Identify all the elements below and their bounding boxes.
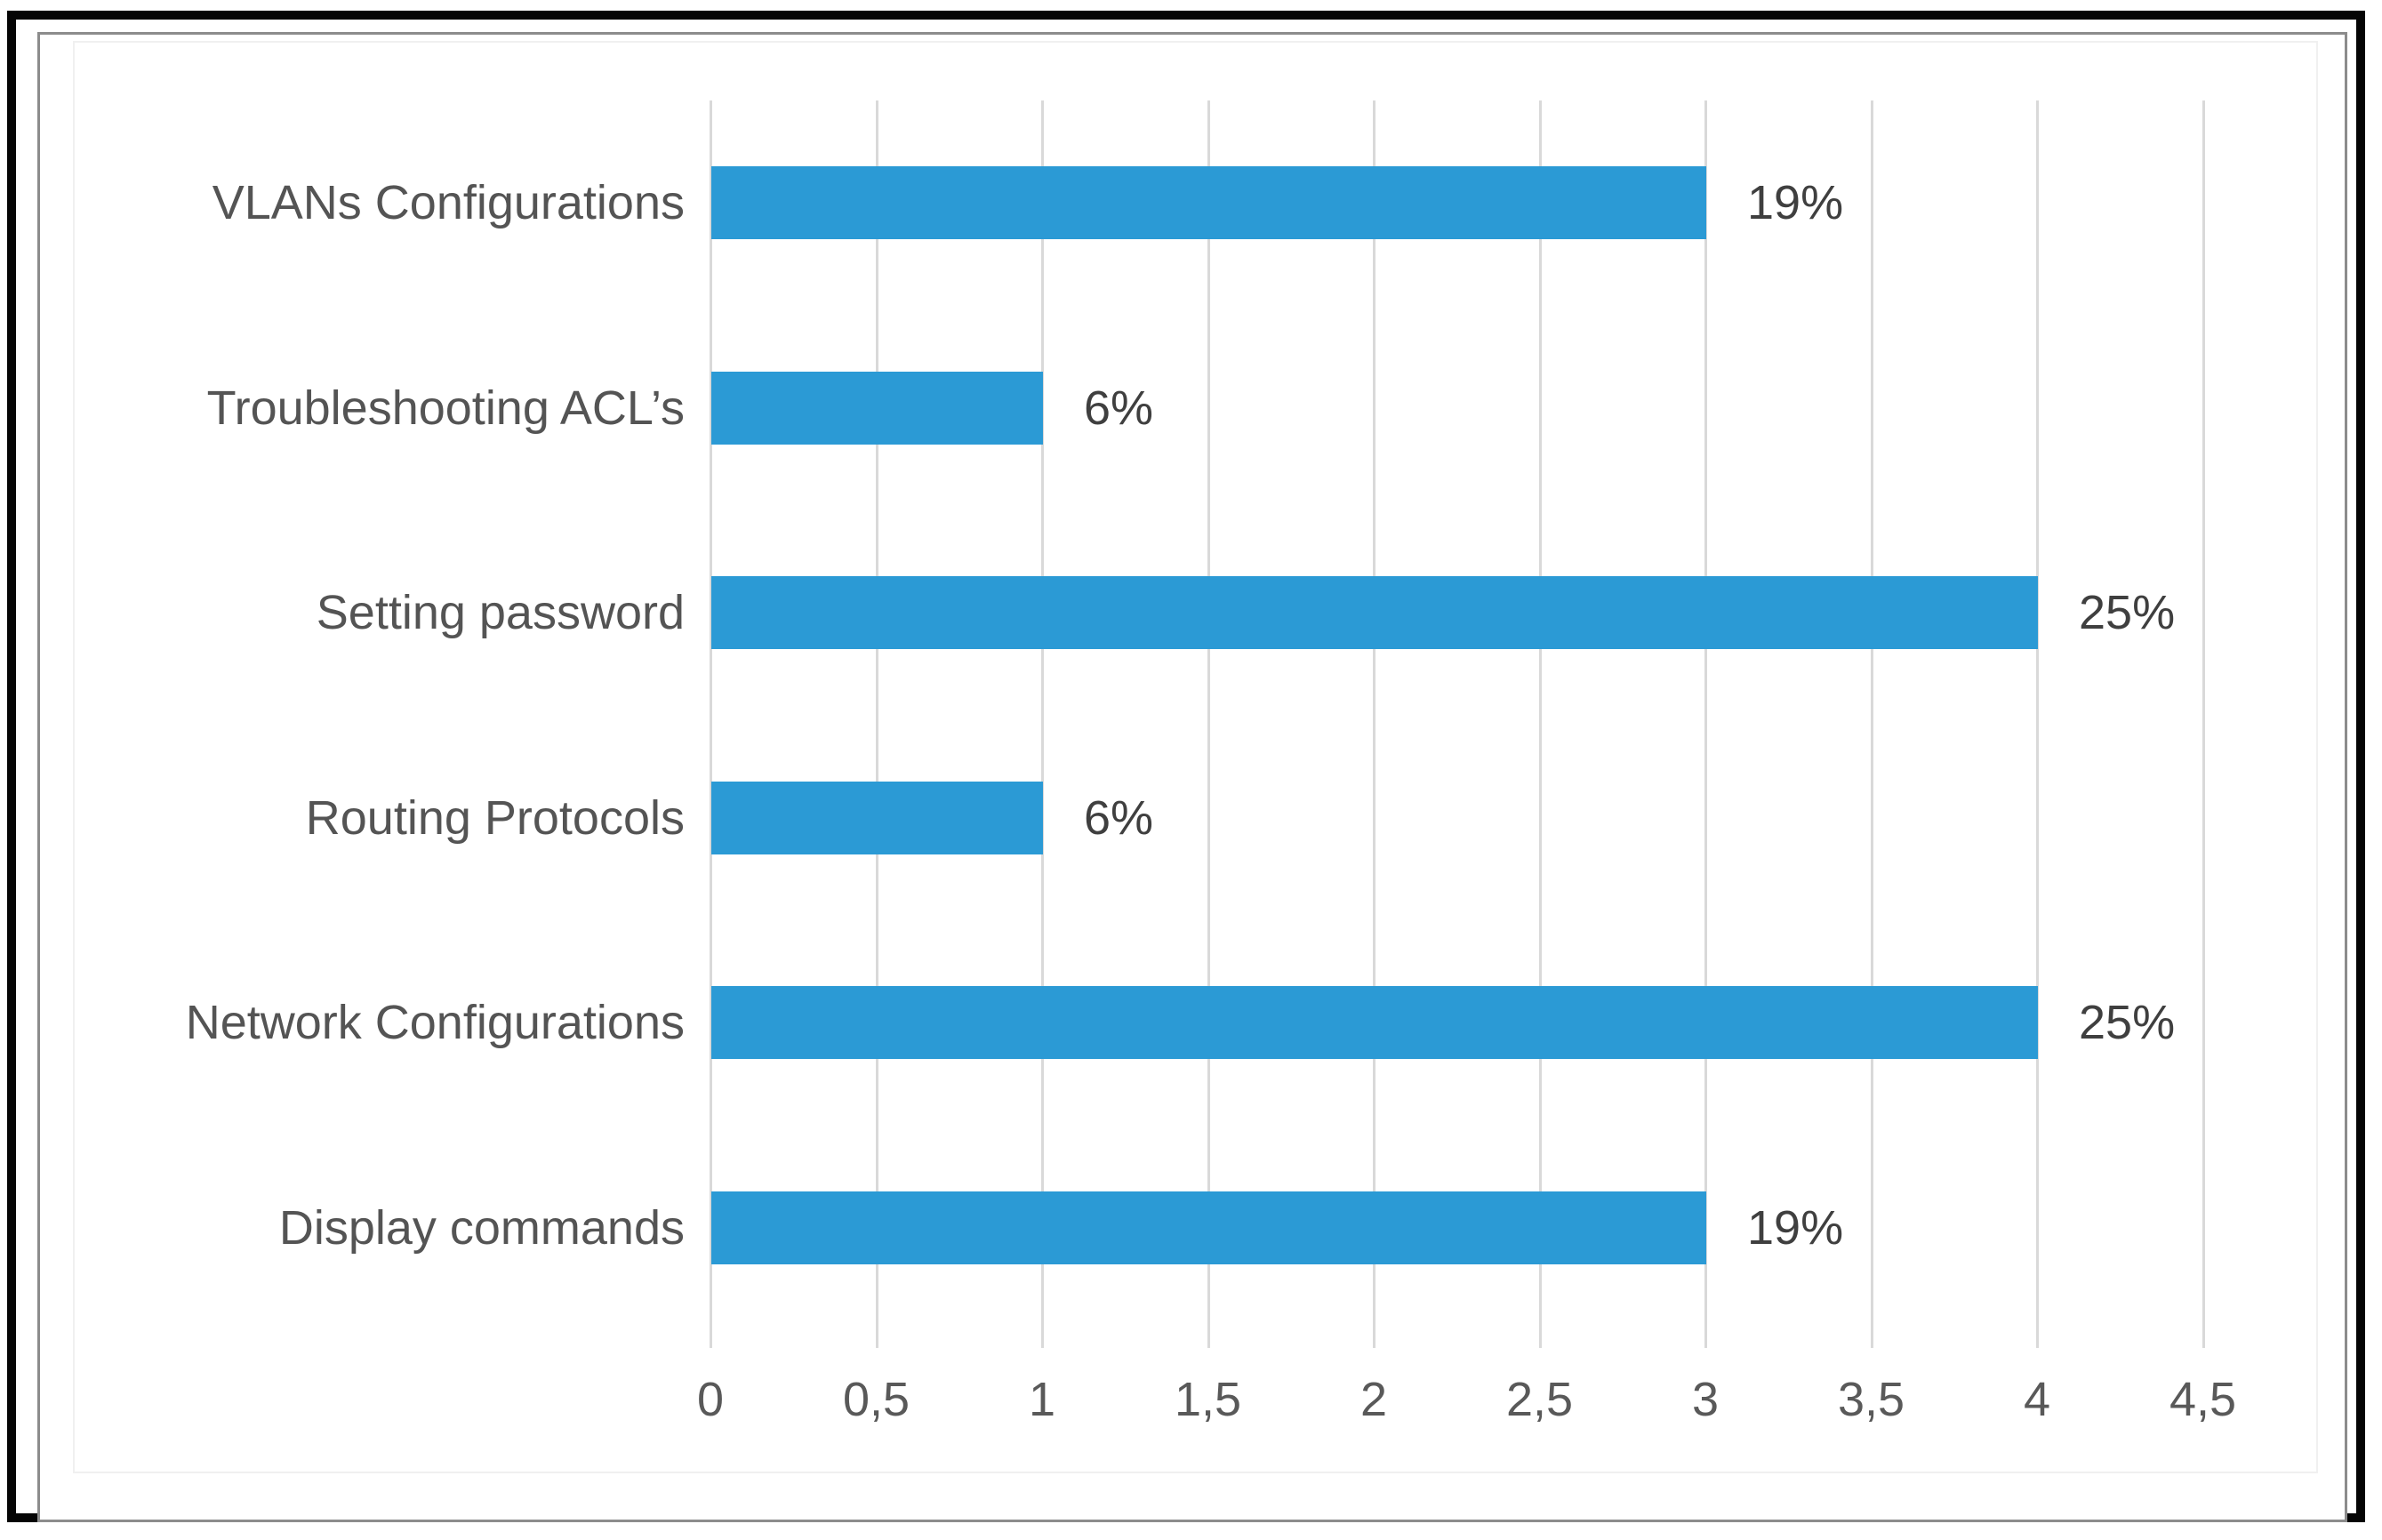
- value-label: 19%: [1747, 176, 1844, 230]
- x-tick-label: 1,5: [1174, 1373, 1242, 1426]
- x-tick-label: 0: [696, 1373, 725, 1426]
- category-label: Display commands: [278, 1200, 685, 1255]
- x-tick-label: 2,5: [1505, 1373, 1574, 1426]
- x-gridline: [710, 100, 712, 1348]
- bar: [711, 576, 2038, 650]
- x-gridline: [1538, 100, 1542, 1348]
- x-tick-label: 1: [1028, 1373, 1056, 1426]
- bar: [711, 166, 1706, 240]
- category-label: Setting password: [316, 586, 685, 640]
- value-label: 6%: [1084, 381, 1154, 435]
- x-gridline: [1373, 100, 1375, 1348]
- bar: [711, 781, 1043, 854]
- x-gridline: [1207, 100, 1210, 1348]
- bar: [711, 1191, 1706, 1264]
- x-tick-label: 4: [2023, 1373, 2051, 1426]
- x-tick-label: 3,5: [1837, 1373, 1905, 1426]
- bar: [711, 371, 1043, 445]
- value-label: 19%: [1747, 1200, 1844, 1255]
- category-label: Network Configurations: [185, 996, 685, 1050]
- bar: [711, 986, 2038, 1060]
- x-gridline: [1704, 100, 1707, 1348]
- x-gridline: [2202, 100, 2205, 1348]
- x-tick-label: 0,5: [842, 1373, 910, 1426]
- category-label: Routing Protocols: [305, 790, 685, 845]
- x-gridline: [1041, 100, 1044, 1348]
- x-tick-label: 4,5: [2169, 1373, 2237, 1426]
- x-gridline: [2036, 100, 2039, 1348]
- category-label: VLANs Configurations: [212, 176, 685, 230]
- value-label: 6%: [1084, 790, 1154, 845]
- x-gridline: [875, 100, 878, 1348]
- category-label: Troubleshooting ACL’s: [206, 381, 685, 435]
- chart-panel: [37, 32, 2347, 1522]
- x-tick-label: 2: [1359, 1373, 1388, 1426]
- x-tick-label: 3: [1691, 1373, 1720, 1426]
- value-label: 25%: [2079, 996, 2176, 1050]
- chart-area-frame: [73, 41, 2318, 1473]
- value-label: 25%: [2079, 586, 2176, 640]
- x-gridline: [1870, 100, 1873, 1348]
